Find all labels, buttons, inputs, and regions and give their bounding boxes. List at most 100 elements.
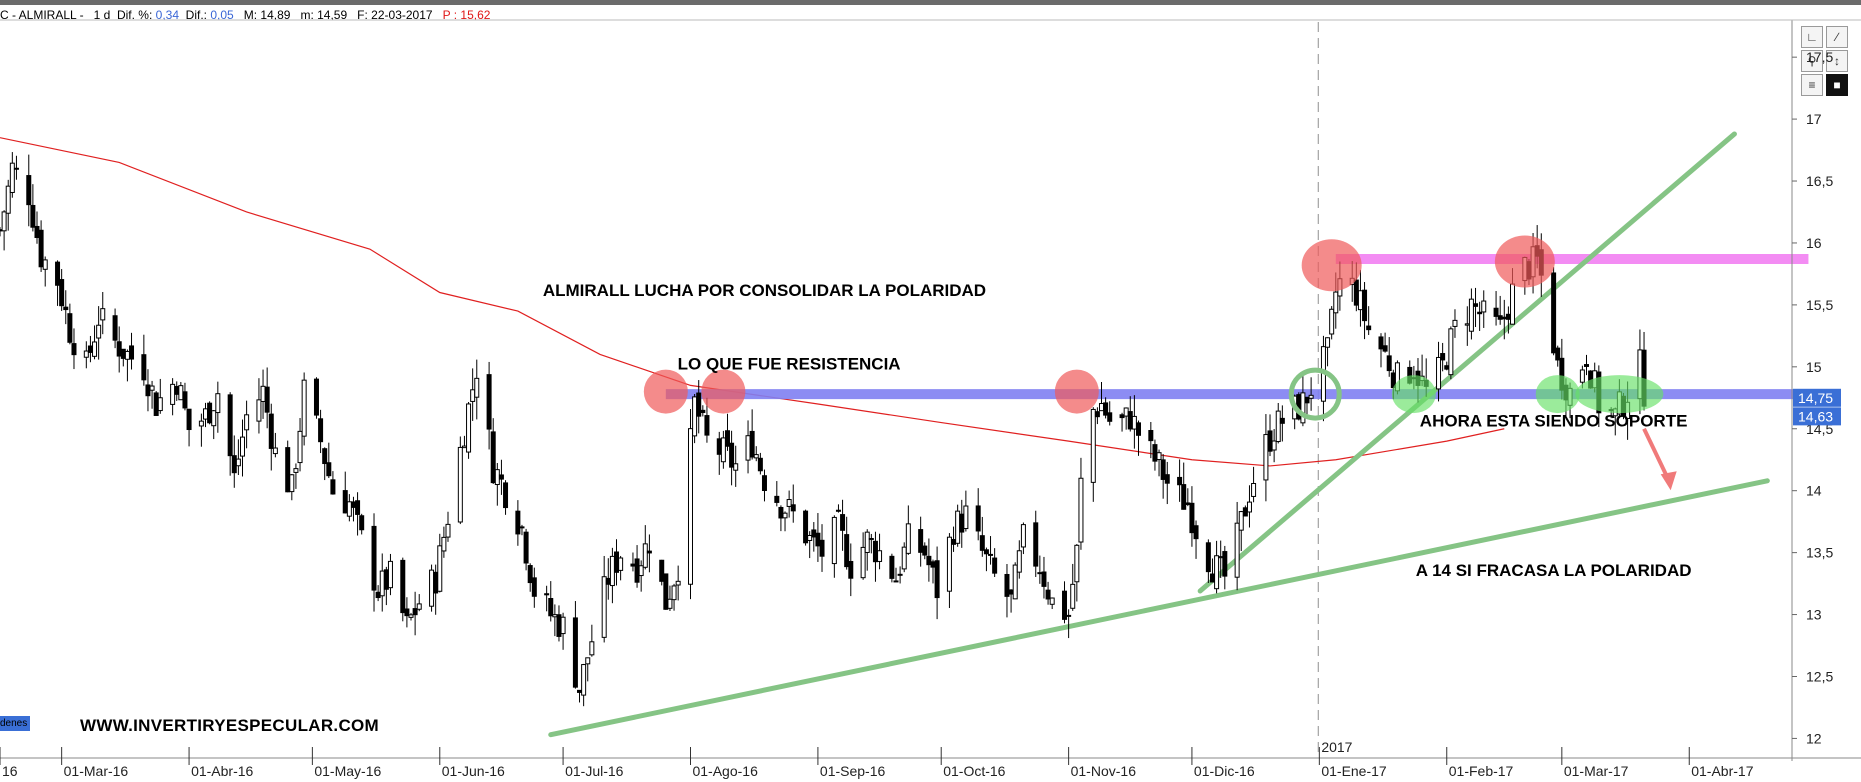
- candle-body: [745, 435, 751, 461]
- candle-body: [1510, 283, 1516, 325]
- red-highlight: [643, 369, 688, 414]
- candle-body: [285, 447, 291, 493]
- y-tick-label: 12,5: [1806, 668, 1833, 684]
- candle-body: [527, 565, 533, 584]
- candle-body: [560, 616, 566, 635]
- candle-body: [260, 385, 266, 402]
- dif-pct-value: 0,34: [155, 8, 179, 22]
- candle-body: [318, 418, 324, 443]
- candle-body: [840, 514, 846, 531]
- candle-body: [1193, 525, 1199, 540]
- candle-body: [577, 689, 583, 693]
- x-tick-label: 01-Ene-17: [1321, 763, 1387, 779]
- x-tick-label: 01-May-16: [314, 763, 381, 779]
- candle-body: [1246, 501, 1252, 513]
- candle-body: [1579, 369, 1585, 383]
- candle-body: [235, 458, 241, 467]
- candle-body: [178, 385, 184, 401]
- candle-body: [67, 313, 73, 343]
- y-tick-label: 13: [1806, 607, 1822, 623]
- list-icon[interactable]: ≡: [1801, 74, 1823, 96]
- candle-body: [531, 577, 537, 597]
- x-tick-label: 01-Abr-17: [1691, 763, 1753, 779]
- candle-body: [1218, 556, 1224, 559]
- candle-body: [124, 350, 130, 360]
- candle-body: [239, 436, 245, 457]
- candle-body: [548, 598, 554, 617]
- candle-body: [490, 431, 496, 484]
- red-highlight: [1054, 369, 1099, 414]
- candle-body: [1325, 337, 1331, 348]
- candle-body: [572, 617, 578, 688]
- candle-body: [585, 657, 591, 665]
- candle-body: [203, 408, 209, 420]
- candle-body: [877, 550, 883, 562]
- candle-body: [198, 420, 204, 427]
- candle-body: [946, 536, 952, 592]
- y-tick-label: 17: [1806, 111, 1822, 127]
- orders-tab[interactable]: denes: [0, 716, 30, 731]
- candle-body: [272, 447, 278, 455]
- p-label: P :: [442, 8, 458, 22]
- candle-body: [313, 378, 319, 416]
- candle-body: [835, 509, 841, 512]
- candle-body: [1300, 392, 1306, 424]
- candle-body: [844, 534, 850, 568]
- x-tick-label: 01-Oct-16: [943, 763, 1005, 779]
- zoom-icon[interactable]: ⚲: [1801, 50, 1823, 72]
- candle-body: [289, 474, 295, 493]
- candle-body: [757, 457, 763, 472]
- candle-body: [13, 167, 19, 170]
- candle-body: [1275, 410, 1281, 443]
- candle-body: [963, 505, 969, 530]
- candle-body: [9, 162, 15, 193]
- candle-body: [83, 350, 89, 358]
- candle-body: [646, 550, 652, 554]
- candle-body: [983, 549, 989, 555]
- candle-body: [1333, 291, 1339, 314]
- candle-body: [733, 463, 739, 471]
- candle-body: [30, 204, 36, 228]
- candle-body: [1214, 555, 1220, 590]
- candle-body: [1123, 407, 1129, 417]
- candle-body: [330, 479, 336, 495]
- candle-body: [1464, 323, 1470, 326]
- candle-body: [346, 501, 352, 517]
- candle-body: [667, 598, 673, 609]
- annotation-target: A 14 SI FRACASA LA POLARIDAD: [1416, 561, 1692, 580]
- x-tick-label: 01-Abr-16: [191, 763, 253, 779]
- candle-body: [486, 374, 492, 430]
- color-icon[interactable]: ■: [1826, 74, 1848, 96]
- draw-line-icon[interactable]: ∕: [1826, 26, 1848, 48]
- candle-body: [1070, 583, 1076, 609]
- candle-body: [955, 510, 961, 544]
- candle-body: [696, 392, 702, 417]
- x-tick-label: 01-Ago-16: [692, 763, 758, 779]
- candle-body: [581, 664, 587, 696]
- x-tick-label: 01-Mar-17: [1564, 763, 1629, 779]
- p-value: 15,62: [460, 8, 491, 22]
- candle-body: [1436, 356, 1442, 390]
- candle-body: [1177, 476, 1183, 486]
- chart-type-icon[interactable]: ∟: [1801, 26, 1823, 48]
- candle-body: [1222, 551, 1228, 577]
- candle-body: [1164, 474, 1170, 484]
- candle-body: [1583, 364, 1589, 367]
- candle-body: [408, 614, 414, 618]
- dif-label: Dif.:: [185, 8, 208, 22]
- candle-body: [663, 573, 669, 610]
- candle-body: [774, 495, 780, 503]
- candle-body: [519, 526, 525, 529]
- candle-body: [379, 570, 385, 597]
- x-tick-label: 01-Dic-16: [1194, 763, 1255, 779]
- candle-body: [753, 454, 759, 459]
- candle-body: [326, 462, 332, 477]
- candle-body: [1473, 303, 1479, 307]
- candle-body: [92, 341, 98, 357]
- scale-icon[interactable]: ↕: [1826, 50, 1848, 72]
- candle-body: [671, 585, 677, 601]
- candle-body: [589, 641, 595, 656]
- candle-body: [979, 535, 985, 551]
- candle-body: [494, 469, 500, 486]
